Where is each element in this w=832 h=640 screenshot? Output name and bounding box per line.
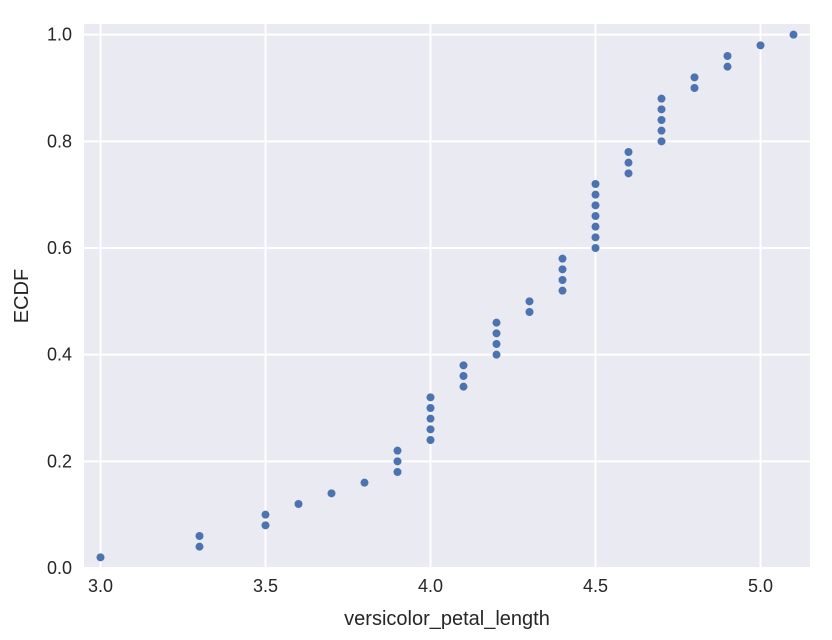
data-points: [96, 30, 798, 562]
x-tick-labels: 3.0 3.5 4.0 4.5 5.0: [88, 576, 773, 596]
y-axis-label: ECDF: [11, 269, 33, 323]
data-point: [393, 446, 402, 455]
y-tick-label: 0.4: [47, 345, 72, 365]
y-tick-label: 1.0: [47, 25, 72, 45]
data-point: [426, 404, 435, 412]
data-point: [690, 73, 699, 82]
y-tick-label: 0.8: [47, 131, 72, 151]
y-tick-labels: 0.0 0.2 0.4 0.6 0.8 1.0: [47, 25, 72, 578]
x-axis-label: versicolor_petal_length: [344, 608, 550, 630]
data-point: [591, 233, 600, 242]
data-point: [327, 489, 336, 498]
data-point: [591, 201, 600, 210]
data-point: [624, 148, 633, 156]
data-point: [195, 532, 204, 540]
data-point: [591, 222, 600, 231]
data-point: [294, 500, 303, 508]
y-tick-label: 0.0: [47, 558, 72, 578]
data-point: [690, 84, 699, 92]
data-point: [492, 318, 501, 327]
data-point: [393, 468, 402, 476]
data-point: [360, 478, 369, 487]
y-tick-label: 0.6: [47, 238, 72, 258]
data-point: [96, 553, 105, 562]
data-point: [624, 169, 633, 178]
data-point: [591, 180, 600, 188]
data-point: [459, 372, 468, 380]
data-point: [624, 158, 633, 167]
data-point: [657, 116, 666, 124]
data-point: [591, 190, 600, 199]
data-point: [789, 30, 798, 39]
data-point: [558, 265, 567, 274]
data-point: [756, 41, 765, 50]
x-tick-label: 3.0: [88, 576, 113, 596]
x-tick-label: 4.0: [418, 576, 443, 596]
plot-background: [84, 24, 810, 568]
data-point: [657, 126, 666, 135]
data-point: [492, 350, 501, 359]
data-point: [525, 308, 534, 316]
data-point: [525, 297, 534, 306]
data-point: [657, 105, 666, 114]
x-tick-label: 5.0: [748, 576, 773, 596]
data-point: [261, 521, 270, 530]
data-point: [426, 436, 435, 444]
grid-lines: [84, 24, 810, 569]
data-point: [492, 340, 501, 348]
x-tick-label: 4.5: [583, 576, 608, 596]
data-point: [195, 542, 204, 551]
data-point: [393, 457, 402, 466]
data-point: [558, 276, 567, 284]
data-point: [657, 94, 666, 103]
data-point: [426, 393, 435, 402]
data-point: [558, 286, 567, 295]
data-point: [723, 62, 732, 71]
x-tick-label: 3.5: [253, 576, 278, 596]
data-point: [459, 361, 468, 370]
data-point: [492, 329, 501, 338]
y-tick-label: 0.2: [47, 451, 72, 471]
data-point: [459, 382, 468, 391]
data-point: [558, 254, 567, 263]
data-point: [657, 137, 666, 146]
data-point: [426, 414, 435, 423]
data-point: [426, 425, 435, 434]
data-point: [591, 212, 600, 220]
data-point: [261, 510, 270, 519]
data-point: [723, 52, 732, 60]
data-point: [591, 244, 600, 252]
